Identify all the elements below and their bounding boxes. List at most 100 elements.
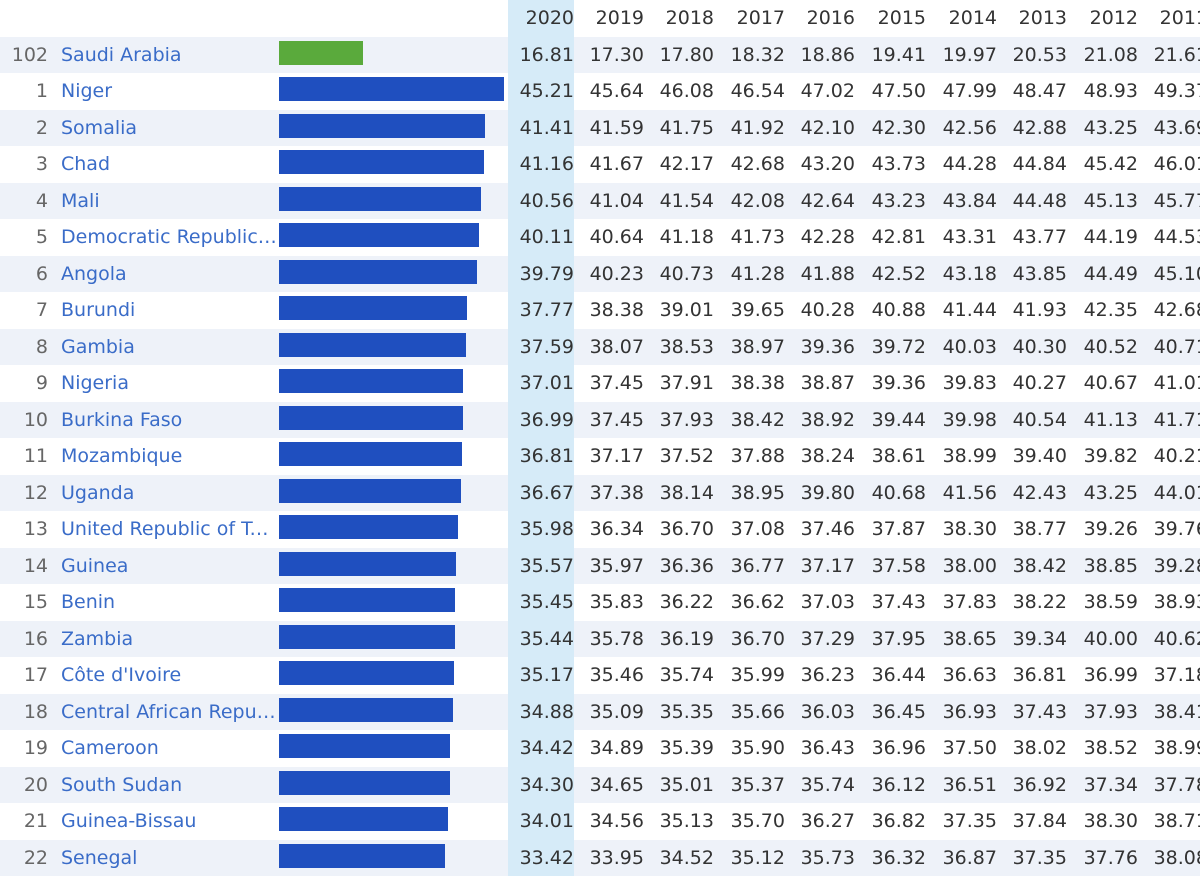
year-header-2015[interactable]: 2015 [860, 0, 926, 37]
country-link[interactable]: United Republic of Ta... [61, 511, 277, 548]
country-link[interactable]: Central African Repub... [61, 694, 277, 731]
year-header-2013[interactable]: 2013 [1001, 0, 1067, 37]
value-cell-2016: 40.28 [789, 292, 855, 329]
country-link[interactable]: Gambia [61, 329, 277, 366]
country-link[interactable]: Nigeria [61, 365, 277, 402]
value-cell-2013: 40.30 [1001, 329, 1067, 366]
value-cell-2018: 42.17 [648, 146, 714, 183]
country-link[interactable]: Zambia [61, 621, 277, 658]
value-cell-2013: 42.88 [1001, 110, 1067, 147]
country-link[interactable]: Angola [61, 256, 277, 293]
value-cell-2015: 38.61 [860, 438, 926, 475]
year-header-2019[interactable]: 2019 [578, 0, 644, 37]
country-link[interactable]: Benin [61, 584, 277, 621]
rank-cell: 10 [0, 402, 48, 439]
bar-cell [279, 110, 511, 147]
value-cell-2015: 36.96 [860, 730, 926, 767]
value-cell-2020: 39.79 [508, 256, 574, 293]
bar-cell [279, 511, 511, 548]
value-cell-2014: 19.97 [931, 37, 997, 74]
value-cell-2012: 37.93 [1072, 694, 1138, 731]
rank-cell: 4 [0, 183, 48, 220]
value-cell-2016: 38.24 [789, 438, 855, 475]
rank-cell: 102 [0, 37, 48, 74]
year-header-2016[interactable]: 2016 [789, 0, 855, 37]
value-bar [279, 771, 450, 795]
value-cell-2011: 38.99 [1142, 730, 1200, 767]
year-header-2014[interactable]: 2014 [931, 0, 997, 37]
value-cell-2013: 41.93 [1001, 292, 1067, 329]
value-cell-2012: 38.85 [1072, 548, 1138, 585]
value-cell-2012: 39.26 [1072, 511, 1138, 548]
value-cell-2019: 37.17 [578, 438, 644, 475]
value-cell-2014: 36.51 [931, 767, 997, 804]
country-link[interactable]: Niger [61, 73, 277, 110]
value-cell-2014: 37.50 [931, 730, 997, 767]
value-cell-2012: 38.59 [1072, 584, 1138, 621]
value-cell-2018: 36.22 [648, 584, 714, 621]
country-link[interactable]: Saudi Arabia [61, 37, 277, 74]
value-cell-2017: 42.08 [719, 183, 785, 220]
country-link[interactable]: Côte d'Ivoire [61, 657, 277, 694]
value-cell-2019: 17.30 [578, 37, 644, 74]
value-cell-2020: 37.01 [508, 365, 574, 402]
value-cell-2017: 35.37 [719, 767, 785, 804]
country-link[interactable]: Somalia [61, 110, 277, 147]
country-link[interactable]: Senegal [61, 840, 277, 876]
value-cell-2018: 34.52 [648, 840, 714, 876]
value-bar [279, 588, 455, 612]
country-link[interactable]: Mozambique [61, 438, 277, 475]
country-link[interactable]: Democratic Republic ... [61, 219, 277, 256]
value-cell-2014: 44.28 [931, 146, 997, 183]
value-cell-2019: 37.45 [578, 402, 644, 439]
value-cell-2015: 37.95 [860, 621, 926, 658]
year-header-2012[interactable]: 2012 [1072, 0, 1138, 37]
bar-cell [279, 694, 511, 731]
value-cell-2013: 40.54 [1001, 402, 1067, 439]
value-cell-2013: 48.47 [1001, 73, 1067, 110]
country-link[interactable]: Burkina Faso [61, 402, 277, 439]
value-cell-2013: 20.53 [1001, 37, 1067, 74]
country-link[interactable]: South Sudan [61, 767, 277, 804]
value-cell-2017: 37.88 [719, 438, 785, 475]
country-link[interactable]: Uganda [61, 475, 277, 512]
value-cell-2012: 39.82 [1072, 438, 1138, 475]
value-cell-2016: 36.23 [789, 657, 855, 694]
value-cell-2017: 41.73 [719, 219, 785, 256]
year-header-2017[interactable]: 2017 [719, 0, 785, 37]
value-cell-2016: 47.02 [789, 73, 855, 110]
value-cell-2011: 43.69 [1142, 110, 1200, 147]
value-cell-2019: 37.38 [578, 475, 644, 512]
bar-cell [279, 438, 511, 475]
country-link[interactable]: Guinea-Bissau [61, 803, 277, 840]
value-cell-2020: 40.11 [508, 219, 574, 256]
bar-cell [279, 219, 511, 256]
year-header-2020[interactable]: 2020 [508, 0, 574, 37]
country-link[interactable]: Mali [61, 183, 277, 220]
value-cell-2018: 37.93 [648, 402, 714, 439]
value-cell-2018: 39.01 [648, 292, 714, 329]
value-cell-2016: 39.36 [789, 329, 855, 366]
year-header-2018[interactable]: 2018 [648, 0, 714, 37]
value-cell-2014: 38.65 [931, 621, 997, 658]
value-cell-2013: 38.22 [1001, 584, 1067, 621]
value-cell-2020: 34.42 [508, 730, 574, 767]
rank-cell: 19 [0, 730, 48, 767]
value-cell-2020: 40.56 [508, 183, 574, 220]
value-cell-2013: 44.84 [1001, 146, 1067, 183]
value-cell-2015: 47.50 [860, 73, 926, 110]
value-cell-2013: 37.35 [1001, 840, 1067, 876]
value-cell-2015: 42.30 [860, 110, 926, 147]
value-cell-2015: 40.88 [860, 292, 926, 329]
country-link[interactable]: Burundi [61, 292, 277, 329]
bar-cell [279, 657, 511, 694]
country-link[interactable]: Chad [61, 146, 277, 183]
rank-cell: 16 [0, 621, 48, 658]
country-link[interactable]: Cameroon [61, 730, 277, 767]
country-link[interactable]: Guinea [61, 548, 277, 585]
